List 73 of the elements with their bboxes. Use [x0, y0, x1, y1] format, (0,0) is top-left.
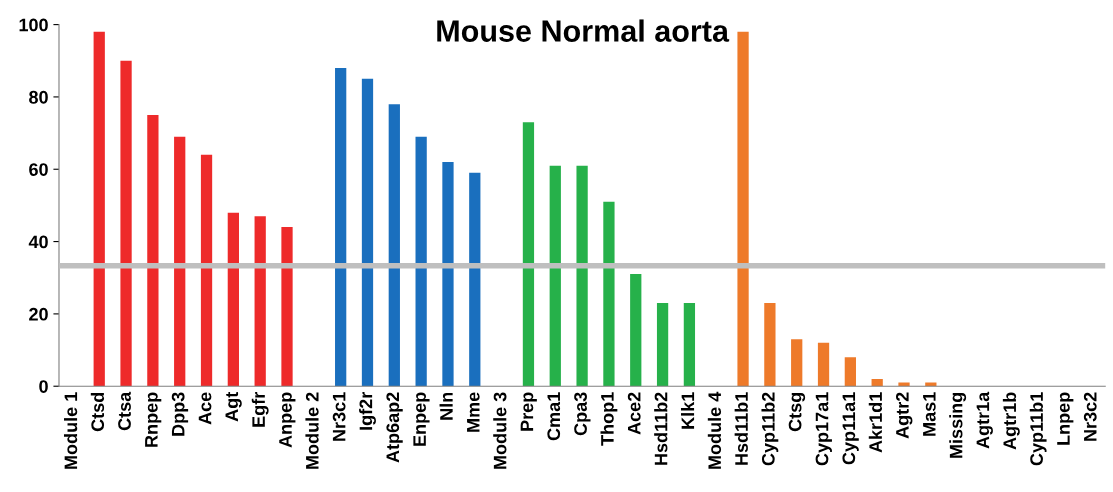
bar: [335, 67, 347, 387]
x-tick-label: Rnpep: [145, 392, 162, 447]
x-tick-label: Anpep: [279, 392, 296, 448]
bar: [576, 165, 588, 387]
x-tick-label: Ace2: [627, 392, 641, 435]
x-tick-label: Missing: [949, 392, 967, 458]
x-tick-label: Thop1: [600, 392, 618, 446]
bar: [415, 136, 427, 387]
x-tick-label: Nr3c1: [332, 392, 346, 441]
bar: [442, 162, 454, 387]
x-tick-label: Ctsd: [90, 392, 105, 432]
bar: [630, 274, 642, 387]
x-tick-label: Dpp3: [171, 392, 189, 436]
bar: [791, 339, 803, 387]
bar: [683, 303, 696, 387]
x-tick-label: Module 4: [707, 391, 722, 469]
bar: [549, 165, 561, 387]
bar: [737, 31, 749, 387]
x-tick-label: Cpa3: [574, 392, 591, 436]
x-tick-label: Enpep: [413, 392, 430, 446]
x-tick-label: Cyp11b2: [761, 392, 779, 466]
x-tick-label: Lnpep: [1057, 392, 1074, 445]
bar: [147, 115, 159, 387]
x-tick-label: Klk1: [680, 392, 695, 429]
x-tick-label: Hsd11b2: [654, 392, 668, 465]
bar: [656, 303, 669, 387]
x-tick-label: Ace: [198, 392, 212, 425]
bar: [522, 122, 535, 387]
x-tick-label: Agtr2: [896, 392, 913, 439]
x-tick-label: Cma1: [547, 392, 561, 441]
x-tick-label: Cyp17a1: [815, 392, 832, 466]
bar: [764, 303, 776, 387]
bar: [817, 342, 830, 387]
y-tick-label: 60: [29, 163, 48, 176]
x-tick-label: Igf2r: [359, 392, 376, 430]
x-tick-label: Module 2: [305, 392, 319, 469]
bar: [174, 136, 186, 387]
y-tick-label: 20: [29, 307, 48, 321]
bar: [871, 378, 883, 387]
bar: [469, 172, 481, 387]
x-tick-label: Akr1d1: [868, 392, 883, 453]
x-tick-label: Nln: [439, 392, 453, 420]
y-tick-label: 40: [28, 235, 48, 249]
x-tick-label: Nr3c2: [1083, 392, 1097, 441]
y-tick-label: 100: [19, 18, 48, 32]
bar: [361, 78, 374, 387]
x-tick-label: Egfr: [251, 392, 269, 427]
bar: [93, 31, 105, 387]
x-tick-label: Agt: [225, 391, 242, 422]
x-tick-label: Mme: [467, 392, 480, 432]
y-tick-label: 0: [39, 380, 48, 393]
x-tick-label: Agtr1a: [976, 391, 993, 449]
x-tick-label: Cyp11a1: [842, 392, 859, 465]
x-tick-label: Agtr1b: [1002, 392, 1020, 450]
bar: [254, 216, 266, 387]
x-tick-label: Module 3: [493, 392, 507, 469]
bar: [227, 212, 239, 387]
bar: [603, 201, 615, 387]
x-tick-label: Hsd11b1: [734, 392, 748, 465]
bar: [200, 154, 213, 387]
x-tick-label: Mas1: [923, 392, 936, 436]
x-tick-label: Ctsg: [788, 392, 806, 432]
x-tick-label: Cyp11b1: [1029, 392, 1047, 466]
bar: [844, 357, 856, 387]
bar: [281, 227, 293, 387]
y-tick-label: 80: [29, 90, 48, 104]
chart-title: Mouse Normal aorta: [437, 19, 730, 42]
x-tick-label: Atp6ap2: [386, 392, 403, 463]
x-tick-label: Prep: [520, 392, 537, 431]
x-tick-label: Module 1: [63, 392, 78, 469]
x-tick-label: Ctsa: [118, 391, 131, 431]
bar: [120, 60, 132, 387]
bar: [388, 104, 400, 387]
